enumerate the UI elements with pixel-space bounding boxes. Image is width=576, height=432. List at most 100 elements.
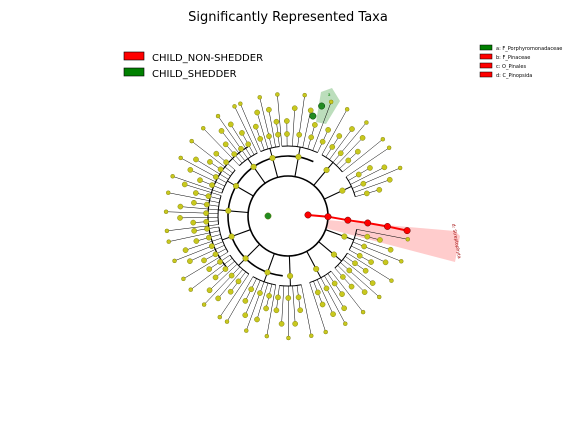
- cladogram-node: [368, 259, 374, 265]
- cladogram-node: [248, 286, 254, 293]
- cladogram-node: [204, 226, 210, 232]
- cladogram-branch: [345, 147, 390, 178]
- cladogram-node: [201, 257, 207, 264]
- cladogram-node: [356, 252, 363, 259]
- cladogram-node: [257, 95, 262, 100]
- cladogram-node: [285, 295, 292, 301]
- cladogram-node: [266, 106, 272, 113]
- cladogram-branch: [190, 258, 233, 290]
- cladogram-node: [203, 201, 210, 208]
- cladogram-branch: [180, 157, 227, 183]
- cladogram-node: [309, 333, 314, 338]
- cladogram-node: [253, 123, 259, 130]
- cladogram-node: [178, 155, 183, 161]
- cladogram-node: [275, 92, 280, 97]
- cladogram-branch: [312, 101, 332, 151]
- cladogram-red-node: [384, 223, 391, 230]
- cladogram-node: [329, 144, 336, 150]
- cladogram-branch: [325, 229, 345, 238]
- cladogram-branch: [166, 211, 219, 214]
- cladogram-node: [164, 228, 170, 234]
- cladogram-node: [222, 266, 229, 272]
- cladogram-branch: [217, 115, 249, 159]
- cladogram-green-node: [309, 112, 317, 120]
- cladogram-node: [205, 193, 212, 199]
- cladogram-branch: [313, 169, 327, 186]
- cladogram-node: [328, 99, 334, 105]
- cladogram-branch: [203, 266, 241, 305]
- taxa-swatch-c: [479, 62, 493, 69]
- cladogram-node: [315, 289, 321, 296]
- cladogram-branch: [235, 185, 254, 197]
- cladogram-node: [177, 215, 183, 221]
- cladogram-branch: [332, 122, 367, 163]
- cladogram-node: [215, 295, 221, 302]
- legend-swatch-non-shedder: [123, 51, 145, 61]
- cladogram-node: [341, 305, 347, 312]
- cladogram-node: [323, 329, 328, 335]
- taxa-label-c: c: O_Pinales: [496, 64, 526, 70]
- cladogram-branch: [271, 157, 279, 178]
- cladogram-branch: [221, 130, 246, 161]
- cladogram-node: [331, 280, 338, 287]
- cladogram-branch: [330, 271, 364, 313]
- cladogram-node: [297, 307, 304, 314]
- cladogram-branch: [316, 279, 334, 315]
- cladogram-node: [330, 311, 336, 317]
- cladogram-node: [389, 278, 394, 283]
- cladogram-node: [352, 260, 358, 267]
- cladogram-node: [238, 101, 243, 106]
- cladogram-node: [191, 199, 197, 206]
- cladogram-branch: [230, 124, 252, 157]
- cladogram-node: [225, 207, 232, 214]
- cladogram-branch: [297, 95, 305, 147]
- cladogram-branch: [266, 284, 277, 337]
- cladogram-node: [250, 163, 257, 170]
- cladogram-node: [296, 131, 303, 138]
- cladogram-node: [201, 126, 206, 131]
- cladogram-red-node: [304, 211, 312, 219]
- cladogram-node: [362, 267, 369, 274]
- cladogram-node: [380, 137, 386, 142]
- cladogram-node: [355, 148, 361, 155]
- cladogram-branch: [191, 140, 233, 174]
- cladogram-node: [291, 105, 298, 112]
- taxa-swatch-a: [479, 44, 493, 51]
- cladogram-node: [257, 136, 264, 142]
- cladogram-branch: [180, 216, 219, 219]
- cladogram-node: [308, 134, 314, 141]
- cladogram-branch: [277, 94, 283, 147]
- cladogram-node: [325, 127, 331, 133]
- cladogram-node: [217, 166, 224, 173]
- cladogram-node: [187, 258, 193, 264]
- cladogram-branch: [209, 263, 238, 291]
- cladogram-node: [203, 210, 209, 216]
- cladogram-node: [217, 314, 222, 320]
- cladogram-node: [369, 280, 376, 286]
- cladogram-arc: [227, 155, 314, 277]
- cladogram-node: [364, 233, 371, 240]
- cladogram-node: [189, 138, 194, 144]
- cladogram-node: [188, 287, 193, 292]
- cladogram-branch: [281, 285, 285, 324]
- taxa-swatch-b: [479, 53, 493, 60]
- cladogram-node: [206, 234, 212, 241]
- cladogram-node: [264, 212, 272, 220]
- cladogram-node: [215, 113, 221, 119]
- cladogram-branch: [321, 109, 348, 155]
- cladogram-node: [177, 203, 184, 210]
- cladogram-branch: [352, 241, 402, 262]
- class-legend: CHILD_NON-SHEDDER CHILD_SHEDDER: [123, 51, 263, 80]
- taxa-swatch-d: [479, 71, 493, 78]
- cladogram-node: [163, 209, 169, 214]
- cladogram-node: [206, 287, 213, 294]
- cladogram-node: [337, 150, 344, 156]
- cladogram-node: [269, 155, 276, 162]
- cladogram-node: [397, 165, 403, 171]
- cladogram-node: [355, 171, 362, 178]
- cladogram-node: [232, 104, 237, 109]
- cladogram-node: [170, 174, 175, 179]
- cladogram-node: [166, 190, 171, 195]
- cladogram-node: [228, 272, 235, 279]
